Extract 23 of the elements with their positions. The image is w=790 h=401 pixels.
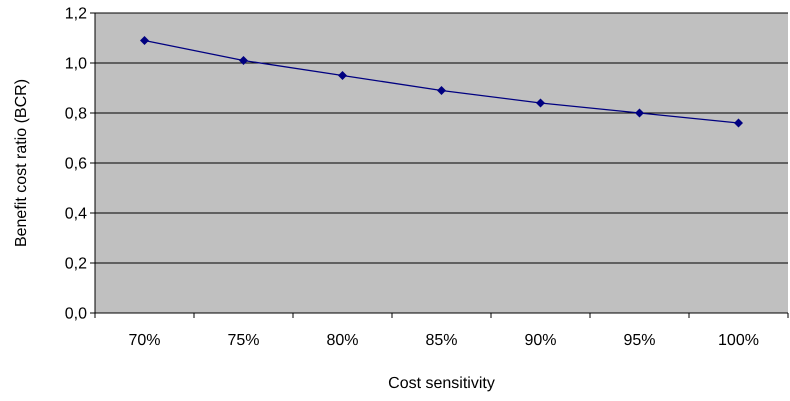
y-tick-label: 1,2	[64, 6, 88, 23]
y-tick-label: 0,6	[64, 156, 88, 173]
y-tick-label: 1,0	[64, 56, 88, 73]
point	[536, 98, 545, 108]
x-tick-label: 95%	[623, 332, 656, 349]
y-tick-label: 0,2	[64, 256, 88, 273]
point	[338, 71, 347, 80]
x-axis-title: Cost sensitivity	[388, 375, 495, 392]
point	[239, 56, 248, 65]
y-tick-label: 0,4	[64, 206, 88, 223]
point	[635, 108, 644, 118]
x-tick-label: 85%	[425, 332, 458, 349]
x-tick-label: 90%	[524, 332, 557, 349]
point	[437, 86, 446, 95]
y-axis-title: Benefit cost ratio (BCR)	[13, 78, 30, 248]
y-tick-label: 0,8	[64, 106, 88, 123]
x-tick-label: 70%	[128, 332, 161, 349]
point	[734, 118, 743, 128]
x-tick-label: 100%	[718, 332, 759, 349]
point	[140, 36, 149, 45]
y-tick-label: 0,0	[64, 306, 88, 323]
x-tick-label: 75%	[227, 332, 260, 349]
x-tick-label: 80%	[326, 332, 359, 349]
